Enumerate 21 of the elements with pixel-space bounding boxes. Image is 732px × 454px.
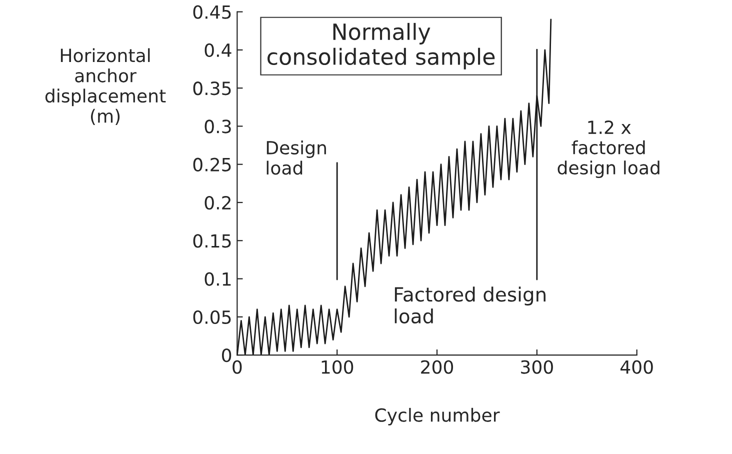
x-tick-label: 100 [322,360,354,374]
y-tick-label: 0.15 [193,234,231,248]
y-axis-title: Horizontal anchor displacement (m) [45,48,166,126]
x-tick-label: 200 [421,360,454,374]
y-tick-label: 0.45 [193,5,231,19]
x-tick-label: 0 [232,360,242,374]
x-tick-label: 400 [620,360,653,374]
annotation: 1.2 x factored design load [558,120,660,178]
x-tick-label: 300 [521,360,553,374]
y-tick-label: 0.4 [204,43,232,58]
y-tick-label: 0.2 [204,196,230,210]
y-tick-label: 0.25 [193,158,231,172]
y-tick-label: 0.3 [204,120,231,134]
y-tick-label: 0 [222,348,232,362]
annotation: Factored design load [394,286,546,324]
y-tick-label: 0.05 [193,310,231,324]
annotation: Normally consolidated sample [268,22,495,70]
y-tick-label: 0.35 [193,82,231,96]
x-axis-title: Cycle number [375,408,500,426]
annotation: Design load [266,140,326,175]
y-tick-label: 0.1 [204,272,231,286]
